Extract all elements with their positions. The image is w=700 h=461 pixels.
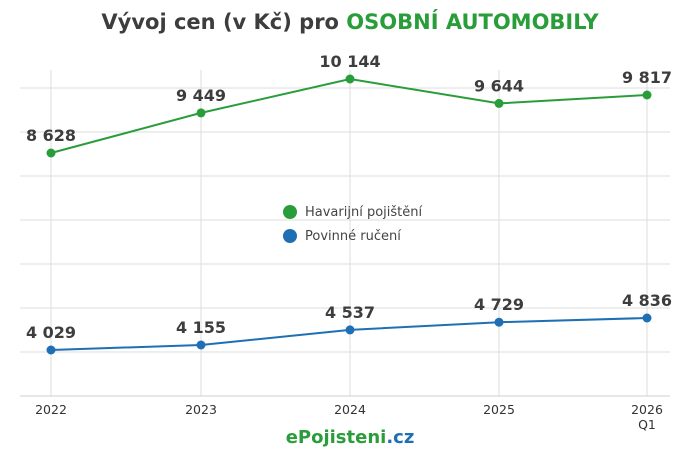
data-label: 9 449 bbox=[176, 86, 226, 105]
x-tick-label: 2023 bbox=[166, 402, 236, 417]
data-label: 4 729 bbox=[474, 295, 524, 314]
brand-logo: ePojisteni.cz bbox=[0, 427, 700, 448]
data-point bbox=[494, 98, 504, 108]
data-point bbox=[196, 108, 206, 118]
data-label: 8 628 bbox=[26, 126, 76, 145]
legend-label-povinne: Povinné ručení bbox=[305, 228, 401, 244]
data-point bbox=[345, 74, 355, 84]
chart-title-highlight: OSOBNÍ AUTOMOBILY bbox=[346, 10, 599, 34]
brand-part2: .cz bbox=[386, 427, 415, 448]
data-label: 4 155 bbox=[176, 318, 226, 337]
legend-dot-blue bbox=[283, 229, 297, 243]
legend-dot-green bbox=[283, 205, 297, 219]
x-tick-label-line: 2022 bbox=[35, 402, 67, 417]
data-point bbox=[46, 345, 56, 355]
data-label: 4 029 bbox=[26, 323, 76, 342]
x-tick-label-line: 2023 bbox=[185, 402, 217, 417]
data-point bbox=[46, 148, 56, 158]
x-tick-label: 2025 bbox=[464, 402, 534, 417]
data-point bbox=[642, 90, 652, 100]
x-tick-label-line: 2025 bbox=[483, 402, 515, 417]
x-tick-label: 2022 bbox=[16, 402, 86, 417]
data-point bbox=[196, 340, 206, 350]
x-tick-label: 2026 Q1 bbox=[612, 402, 682, 432]
chart-title: Vývoj cen (v Kč) pro OSOBNÍ AUTOMOBILY bbox=[0, 10, 700, 34]
data-label: 4 836 bbox=[622, 291, 672, 310]
legend-item-povinne: Povinné ručení bbox=[283, 224, 422, 248]
data-label: 9 644 bbox=[474, 76, 524, 95]
data-label: 4 537 bbox=[325, 303, 375, 322]
data-point bbox=[345, 325, 355, 335]
series-line-0 bbox=[50, 77, 648, 154]
brand-part1: ePojisteni bbox=[285, 427, 387, 448]
data-point bbox=[642, 313, 652, 323]
data-label: 10 144 bbox=[319, 52, 380, 71]
chart-legend: Havarijní pojištění Povinné ručení bbox=[283, 200, 422, 248]
x-tick-label-line: 2024 bbox=[334, 402, 366, 417]
x-tick-label-line: Q1 bbox=[638, 417, 656, 432]
x-tick-label: 2024 bbox=[315, 402, 385, 417]
legend-label-havarijni: Havarijní pojištění bbox=[305, 204, 423, 220]
data-label: 9 817 bbox=[622, 68, 672, 87]
data-point bbox=[494, 317, 504, 327]
chart-title-prefix: Vývoj cen (v Kč) pro bbox=[101, 10, 347, 34]
x-tick-label-line: 2026 bbox=[631, 402, 663, 417]
legend-item-havarijni: Havarijní pojištění bbox=[283, 200, 422, 224]
